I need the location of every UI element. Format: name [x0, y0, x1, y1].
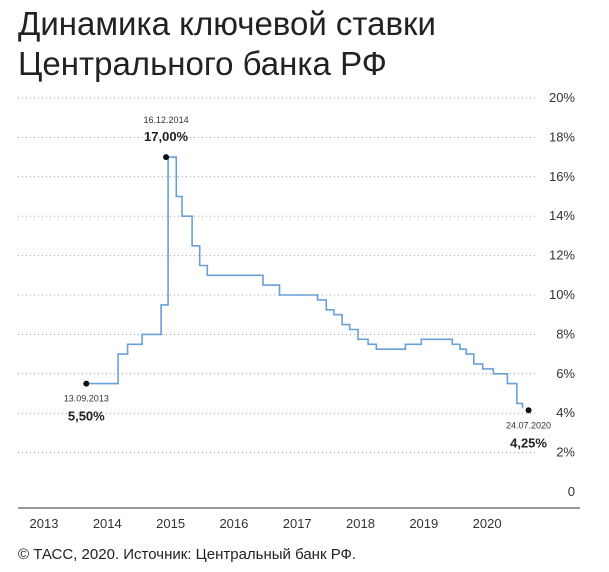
annotation-value: 4,25% — [510, 435, 547, 450]
annotations: 13.09.2013 5,50% 16.12.2014 17,00% 24.07.202… — [64, 115, 551, 450]
annotation-date: 16.12.2014 — [144, 115, 189, 125]
chart-title: Динамика ключевой ставки Центрального ба… — [18, 4, 598, 84]
y-tick-label: 10% — [549, 287, 575, 302]
rate-series-line — [88, 156, 524, 409]
y-tick-label: 4% — [556, 405, 575, 420]
y-tick-label: 0 — [568, 484, 575, 499]
y-tick-label: 6% — [556, 366, 575, 381]
annotation-date: 24.07.2020 — [506, 420, 551, 430]
x-tick-label: 2013 — [30, 516, 59, 531]
chart-title-line-1: Динамика ключевой ставки — [18, 5, 436, 42]
y-tick-label: 8% — [556, 326, 575, 341]
annotation-dot — [163, 154, 170, 161]
annotation-value: 17,00% — [144, 129, 189, 144]
x-tick-label: 2015 — [156, 516, 185, 531]
chart-title-line-2: Центрального банка РФ — [18, 45, 387, 82]
series-layer — [88, 156, 524, 409]
annotation-dot — [83, 380, 90, 387]
x-axis-ticks: 2013 2014 2015 2016 2017 2018 2019 2020 — [18, 507, 580, 531]
annotation-date: 13.09.2013 — [64, 394, 109, 404]
y-tick-label: 18% — [549, 129, 575, 144]
annotation-dot — [525, 407, 532, 414]
x-tick-label: 2020 — [473, 516, 502, 531]
x-tick-label: 2019 — [409, 516, 438, 531]
x-tick-label: 2017 — [283, 516, 312, 531]
x-tick-label: 2014 — [93, 516, 122, 531]
y-tick-label: 12% — [549, 248, 575, 263]
source-caption: © ТАСС, 2020. Источник: Центральный банк… — [18, 546, 357, 563]
y-tick-label: 14% — [549, 208, 575, 223]
y-axis-ticks: 0 2% 4% 6% 8% 10% 12% 14% 16% 18% 20% — [549, 90, 575, 499]
y-tick-label: 16% — [549, 169, 575, 184]
annotation-value: 5,50% — [68, 409, 105, 424]
x-tick-label: 2016 — [219, 516, 248, 531]
y-tick-label: 20% — [549, 90, 575, 105]
key-rate-chart: 0 2% 4% 6% 8% 10% 12% 14% 16% 18% 20% 2013 2014 2015… — [18, 90, 580, 531]
x-tick-label: 2018 — [346, 516, 375, 531]
y-tick-label: 2% — [556, 445, 575, 460]
